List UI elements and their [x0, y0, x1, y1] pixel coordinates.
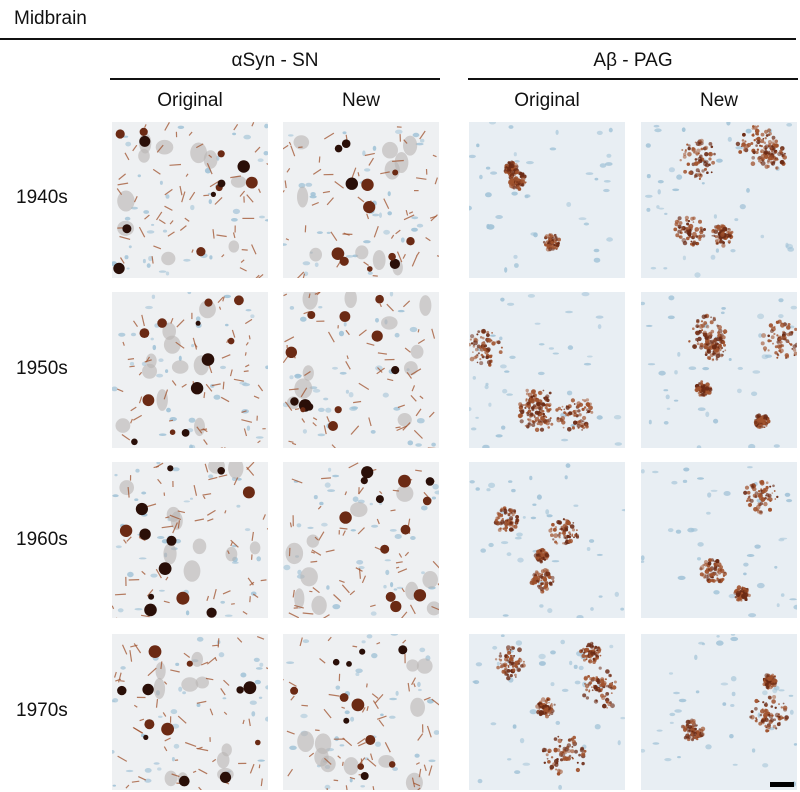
micrograph-abeta-original-1970s [469, 634, 625, 790]
row-label-1960s: 1960s [16, 529, 68, 550]
micrograph-asyn-original-1950s [112, 292, 268, 448]
micrograph-asyn-new-1950s [283, 292, 439, 448]
title-rule [0, 38, 796, 40]
micrograph-asyn-new-1960s [283, 462, 439, 618]
row-label-1970s: 1970s [16, 700, 68, 721]
micrograph-asyn-original-1940s [112, 122, 268, 278]
row-label-1940s: 1940s [16, 187, 68, 208]
micrograph-asyn-original-1960s [112, 462, 268, 618]
group-rule-abeta [468, 78, 798, 80]
micrograph-abeta-new-1950s [641, 292, 797, 448]
micrograph-asyn-new-1940s [283, 122, 439, 278]
micrograph-abeta-new-1940s [641, 122, 797, 278]
micrograph-abeta-original-1950s [469, 292, 625, 448]
micrograph-abeta-new-1960s [641, 462, 797, 618]
scale-bar [770, 782, 794, 787]
row-label-1950s: 1950s [16, 358, 68, 379]
group-label-asyn: αSyn - SN [231, 50, 319, 71]
figure-title: Midbrain [14, 8, 87, 29]
group-label-abeta: Aβ - PAG [593, 50, 673, 71]
column-label-asyn-new: New [341, 90, 380, 111]
micrograph-abeta-original-1940s [469, 122, 625, 278]
micrograph-asyn-original-1970s [112, 634, 268, 790]
group-rule-asyn [110, 78, 440, 80]
micrograph-asyn-new-1970s [283, 634, 439, 790]
micrograph-abeta-new-1970s [641, 634, 797, 790]
column-label-asyn-original: Original [157, 90, 223, 111]
column-label-abeta-original: Original [514, 90, 580, 111]
column-label-abeta-new: New [699, 90, 738, 111]
micrograph-abeta-original-1960s [469, 462, 625, 618]
